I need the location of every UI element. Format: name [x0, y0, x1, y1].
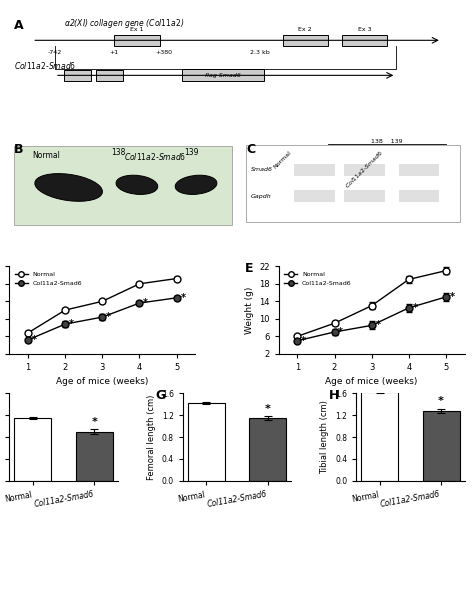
- Text: flag Smad6: flag Smad6: [205, 73, 241, 78]
- Text: *: *: [143, 298, 148, 308]
- Text: +1: +1: [109, 50, 118, 55]
- Bar: [246, 146, 460, 222]
- Text: 139: 139: [184, 148, 199, 157]
- X-axis label: Age of mice (weeks): Age of mice (weeks): [56, 378, 148, 386]
- Bar: [361, 392, 398, 481]
- Bar: [249, 418, 286, 481]
- Text: $\alpha$2(XI) collagen gene ($Col11a2$): $\alpha$2(XI) collagen gene ($Col11a2$): [64, 17, 184, 29]
- Bar: [344, 164, 385, 176]
- X-axis label: Age of mice (weeks): Age of mice (weeks): [326, 378, 418, 386]
- Text: -742: -742: [48, 50, 62, 55]
- Bar: [114, 35, 160, 45]
- Bar: [64, 70, 91, 80]
- Text: Ex 2: Ex 2: [299, 26, 312, 31]
- Text: 2.3 kb: 2.3 kb: [250, 50, 270, 55]
- Text: A: A: [14, 19, 24, 33]
- Bar: [423, 411, 460, 481]
- Y-axis label: Femoral length (cm): Femoral length (cm): [147, 394, 156, 480]
- Text: *: *: [91, 417, 97, 427]
- Text: $Col11a2$-$Smad6$: $Col11a2$-$Smad6$: [14, 60, 76, 71]
- Text: *: *: [180, 293, 185, 303]
- Bar: [182, 69, 264, 82]
- Bar: [399, 190, 439, 203]
- Y-axis label: Weight (g): Weight (g): [245, 286, 254, 334]
- Text: +380: +380: [155, 50, 173, 55]
- Text: 138    139: 138 139: [371, 139, 403, 144]
- Bar: [96, 70, 123, 80]
- Text: G: G: [156, 389, 166, 402]
- Text: E: E: [246, 262, 254, 275]
- Bar: [76, 432, 113, 481]
- Text: B: B: [14, 143, 24, 156]
- Text: Ex 3: Ex 3: [357, 26, 371, 31]
- Text: Ex 1: Ex 1: [130, 26, 144, 31]
- Bar: [344, 190, 385, 203]
- Text: *: *: [32, 335, 37, 345]
- Text: *: *: [301, 336, 306, 346]
- Y-axis label: Tibial length (cm): Tibial length (cm): [320, 400, 329, 474]
- Text: *: *: [69, 319, 74, 329]
- Text: *: *: [106, 312, 111, 322]
- Text: *: *: [338, 327, 343, 337]
- Text: Smad6: Smad6: [251, 168, 273, 173]
- Bar: [399, 164, 439, 176]
- Text: *: *: [450, 292, 455, 302]
- Text: Normal: Normal: [273, 150, 292, 169]
- Bar: [342, 35, 387, 45]
- Bar: [188, 403, 225, 481]
- Text: 138: 138: [111, 148, 126, 157]
- Text: Gapdh: Gapdh: [251, 193, 272, 199]
- Ellipse shape: [116, 175, 158, 195]
- Text: C: C: [246, 143, 255, 156]
- Bar: [283, 35, 328, 45]
- Bar: [14, 146, 232, 225]
- Text: H: H: [329, 389, 339, 402]
- Legend: Normal, Col11a2-Smad6: Normal, Col11a2-Smad6: [13, 270, 85, 289]
- Text: *: *: [265, 403, 271, 414]
- Legend: Normal, Col11a2-Smad6: Normal, Col11a2-Smad6: [282, 270, 354, 289]
- Text: *: *: [438, 396, 444, 406]
- Text: $Col11a2$-$Smad6$: $Col11a2$-$Smad6$: [124, 150, 186, 161]
- Text: *: *: [412, 303, 418, 313]
- Ellipse shape: [35, 174, 102, 201]
- Ellipse shape: [175, 175, 217, 195]
- Bar: [294, 190, 335, 203]
- Bar: [14, 418, 51, 481]
- Text: Normal: Normal: [32, 150, 60, 160]
- Bar: [294, 164, 335, 176]
- Text: *: *: [375, 321, 380, 330]
- Text: $Col11a2$-$Smad6$: $Col11a2$-$Smad6$: [344, 148, 385, 190]
